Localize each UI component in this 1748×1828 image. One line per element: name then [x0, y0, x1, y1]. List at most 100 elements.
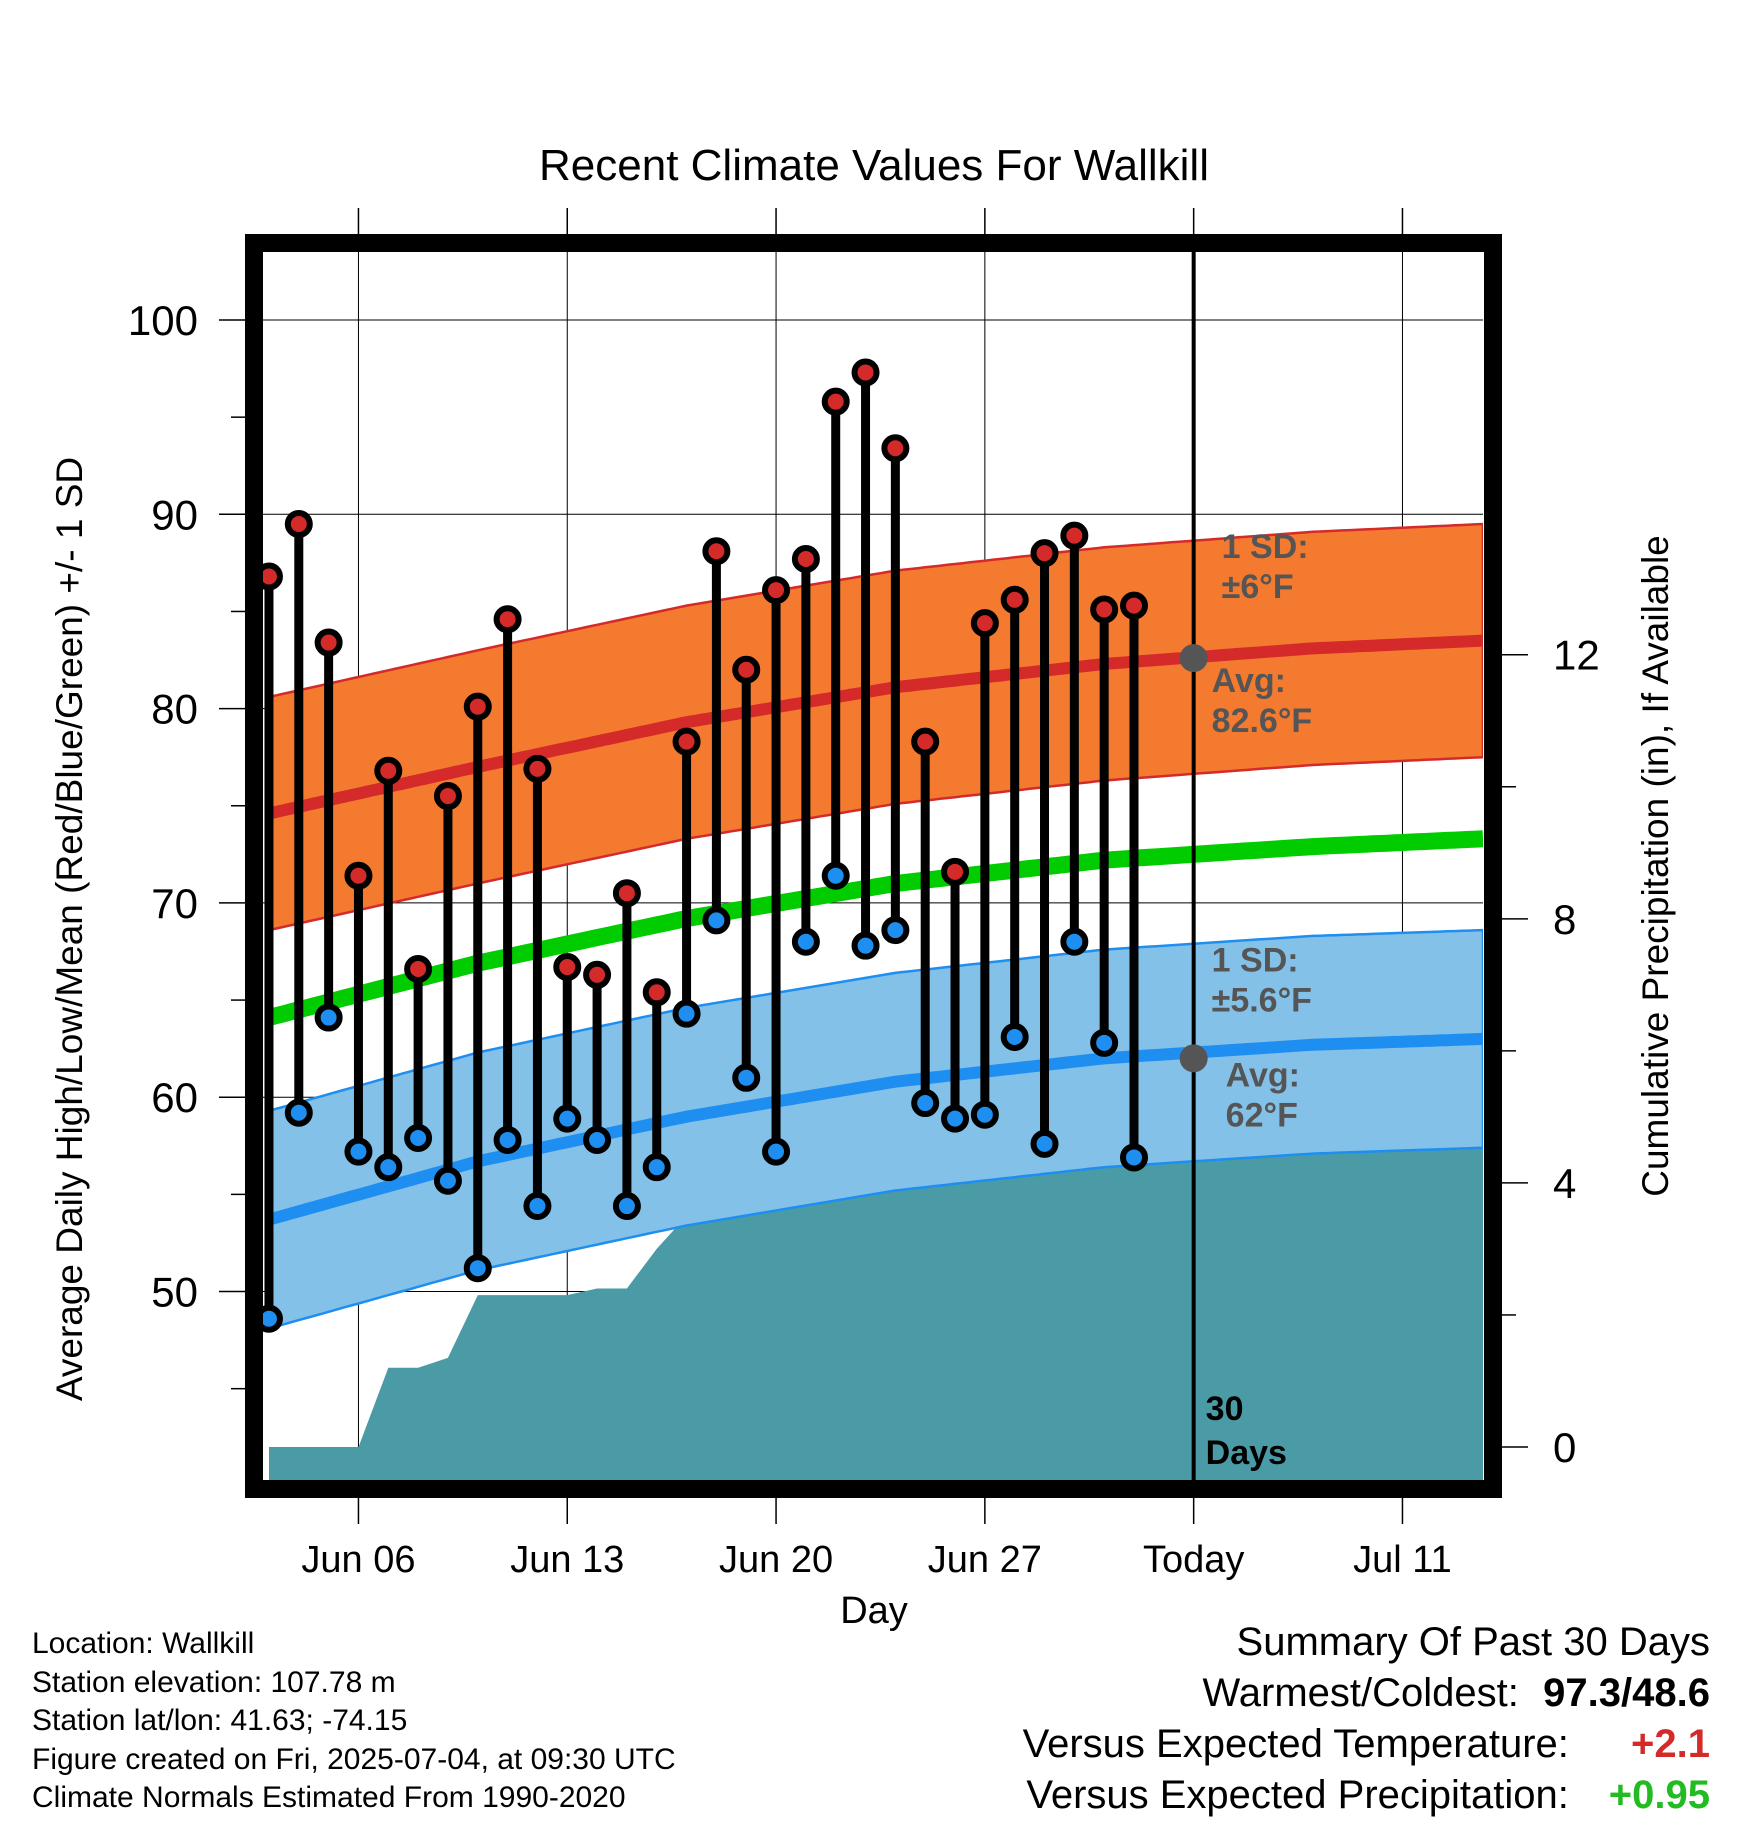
y2-tick-label: 8 — [1553, 896, 1576, 943]
high-sd-value: ±6°F — [1222, 568, 1294, 606]
daily-low-point — [1060, 927, 1089, 956]
daily-high-point — [463, 692, 492, 721]
daily-low-point — [433, 1166, 462, 1195]
daily-high-point — [553, 953, 582, 982]
low-avg-label: Avg: — [1226, 1056, 1300, 1094]
y-axis-right: 0 4 8 12 — [1502, 632, 1600, 1471]
coldest-value: 48.6 — [1632, 1671, 1710, 1715]
daily-high-point — [1060, 521, 1089, 550]
daily-low-point — [642, 1153, 671, 1182]
daily-low-point — [762, 1137, 791, 1166]
location-text: Location: Wallkill — [32, 1627, 255, 1660]
normal-low-line — [267, 1032, 1483, 1226]
warmest-value: 97.3 — [1543, 1671, 1622, 1715]
daily-high-point — [404, 954, 433, 983]
temp-departure-row: Versus Expected Temperature: +2.1 — [1023, 1719, 1710, 1770]
daily-high-point — [263, 562, 283, 591]
low-avg-marker — [1179, 1044, 1208, 1073]
daily-low-point — [263, 1304, 283, 1333]
plot-frame — [245, 234, 1502, 1498]
high-sd-label: 1 SD: — [1222, 528, 1309, 566]
temp-departure-label: Versus Expected Temperature: — [1022, 1722, 1569, 1766]
daily-dots — [263, 358, 1149, 1333]
station-info: Location: Wallkill Station elevation: 10… — [32, 1625, 676, 1818]
daily-high-point — [851, 358, 880, 387]
y2-axis-label: Cumulative Precipitation (in), If Availa… — [1635, 535, 1676, 1197]
daily-high-point — [672, 727, 701, 756]
daily-high-point — [970, 609, 999, 638]
daily-low-point — [612, 1192, 641, 1221]
normal-mean-line — [266, 830, 1483, 1026]
low-sd-label: 1 SD: — [1212, 941, 1299, 979]
high-avg-value: 82.6°F — [1212, 702, 1313, 740]
daily-low-point — [821, 861, 850, 890]
precip-area — [269, 1110, 1483, 1480]
x-tick-label: Jun 13 — [510, 1539, 624, 1581]
daily-high-point — [941, 857, 970, 886]
x-tick-label: Today — [1143, 1539, 1244, 1581]
daily-high-point — [433, 782, 462, 811]
daily-high-point — [374, 756, 403, 785]
daily-high-point — [1030, 539, 1059, 568]
daily-high-point — [821, 387, 850, 416]
daily-high-point — [1000, 585, 1029, 614]
y-axis-label: Average Daily High/Low/Mean (Red/Blue/Gr… — [49, 457, 90, 1401]
daily-low-point — [851, 931, 880, 960]
precip-departure-row: Versus Expected Precipitation: +0.95 — [1023, 1770, 1710, 1821]
summary-panel: Summary Of Past 30 Days Warmest/Coldest:… — [1023, 1617, 1710, 1821]
daily-high-point — [314, 628, 343, 657]
daily-low-point — [583, 1125, 612, 1154]
y2-tick-label: 12 — [1553, 632, 1600, 679]
daily-high-point — [1120, 591, 1149, 620]
daily-low-point — [1120, 1143, 1149, 1172]
daily-low-point — [941, 1104, 970, 1133]
y-tick-label: 60 — [151, 1074, 198, 1121]
daily-low-point — [493, 1125, 522, 1154]
y-axis-left: 50 60 70 80 90 100 — [128, 297, 245, 1390]
y-tick-label: 70 — [151, 880, 198, 927]
x-tick-label: Jun 20 — [719, 1539, 833, 1581]
elevation-text: Station elevation: 107.78 m — [32, 1665, 396, 1699]
y2-tick-label: 4 — [1553, 1160, 1576, 1207]
daily-high-point — [344, 861, 373, 890]
daily-low-point — [672, 999, 701, 1028]
high-sd-band — [267, 522, 1483, 932]
latlon-text: Station lat/lon: 41.63; -74.15 — [32, 1704, 408, 1737]
x-axis-label: Day — [840, 1590, 908, 1632]
daily-high-point — [1090, 595, 1119, 624]
y2-tick-label: 0 — [1553, 1424, 1576, 1471]
warmest-coldest-label: Warmest/Coldest: — [1202, 1671, 1519, 1715]
daily-low-point — [702, 906, 731, 935]
high-avg-marker — [1179, 644, 1208, 673]
daily-low-point — [1000, 1022, 1029, 1051]
daily-high-point — [612, 879, 641, 908]
daily-low-point — [911, 1089, 940, 1118]
daily-stems — [264, 372, 1139, 1319]
days-count-label: 30 — [1206, 1390, 1244, 1428]
daily-high-point — [284, 510, 313, 539]
x-tick-label: Jun 06 — [301, 1539, 415, 1581]
daily-low-point — [970, 1100, 999, 1129]
daily-low-point — [314, 1003, 343, 1032]
temp-departure-value: +2.1 — [1631, 1722, 1710, 1766]
warmest-coldest-row: Warmest/Coldest: 97.3/48.6 — [1023, 1668, 1711, 1719]
low-sd-value: ±5.6°F — [1212, 981, 1312, 1019]
daily-low-point — [881, 916, 910, 945]
precip-departure-label: Versus Expected Precipitation: — [1026, 1773, 1569, 1817]
daily-high-point — [791, 545, 820, 573]
normals-text: Climate Normals Estimated From 1990-2020 — [32, 1781, 626, 1814]
high-avg-label: Avg: — [1212, 662, 1286, 700]
daily-high-point — [911, 727, 940, 756]
x-tick-label: Jun 27 — [928, 1539, 1042, 1581]
daily-low-point — [284, 1098, 313, 1127]
daily-low-point — [1090, 1028, 1119, 1057]
daily-low-point — [553, 1104, 582, 1133]
daily-low-point — [463, 1254, 492, 1283]
daily-high-point — [642, 978, 671, 1007]
daily-low-point — [374, 1153, 403, 1182]
daily-low-point — [1030, 1129, 1059, 1158]
